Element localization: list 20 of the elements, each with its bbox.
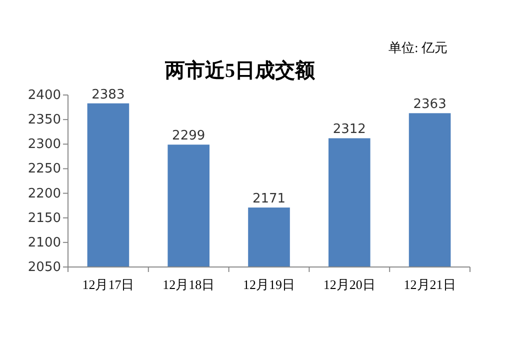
data-label: 2171 xyxy=(252,192,286,207)
y-tick-label: 2200 xyxy=(28,186,61,202)
x-tick-label: 12月19日 xyxy=(243,277,295,292)
y-tick-label: 2250 xyxy=(28,162,61,177)
data-label: 2363 xyxy=(413,97,446,112)
x-tick-label: 12月18日 xyxy=(162,277,215,292)
data-label: 2299 xyxy=(172,128,206,144)
y-tick-label: 2350 xyxy=(28,112,61,128)
x-tick-label: 12月17日 xyxy=(82,277,134,292)
x-tick-label: 12月21日 xyxy=(404,277,456,292)
data-label: 2383 xyxy=(92,87,125,102)
chart-title: 两市近5日成交额 xyxy=(164,59,316,82)
y-tick-label: 2150 xyxy=(28,210,61,226)
y-tick-label: 2400 xyxy=(28,88,61,103)
text: 单位: 亿元 xyxy=(388,40,448,55)
y-tick-label: 2050 xyxy=(28,260,61,275)
y-tick-label: 2300 xyxy=(28,137,61,152)
data-label: 2312 xyxy=(332,122,366,138)
x-tick-label: 12月20日 xyxy=(323,277,376,292)
y-tick-label: 2100 xyxy=(28,235,61,250)
